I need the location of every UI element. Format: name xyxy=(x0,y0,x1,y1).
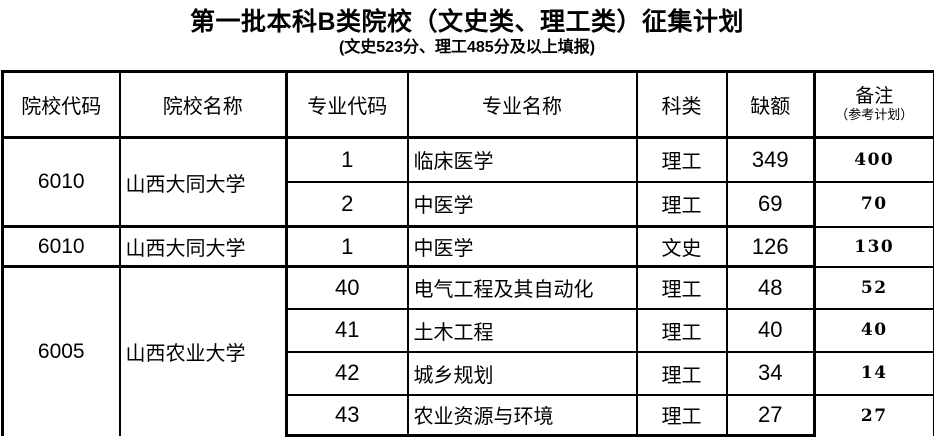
table-row: 41 土木工程 理工 40 40 xyxy=(3,307,934,353)
cell-remark: 400 xyxy=(813,137,934,183)
cell-college-code: 6010 xyxy=(1,136,121,228)
cell-subject: 文史 xyxy=(635,225,728,268)
table-header-row: 院校代码 院校名称 专业代码 专业名称 科类 缺额 备注 （参考计划） xyxy=(1,70,934,139)
cell-subject: 理工 xyxy=(635,265,728,310)
cell-major-name: 农业资源与环境 xyxy=(406,393,638,437)
cell-shortage: 40 xyxy=(725,307,816,353)
cell-shortage: 27 xyxy=(725,393,816,437)
cell-shortage: 34 xyxy=(725,350,816,396)
page-subtitle: (文史523分、理工485分及以上填报) xyxy=(338,39,596,56)
col-header-remark: 备注 （参考计划） xyxy=(813,70,934,139)
cell-major-code: 42 xyxy=(285,350,409,396)
cell-major-code: 1 xyxy=(285,225,409,268)
cell-major-name: 电气工程及其自动化 xyxy=(406,265,638,310)
cell-major-code: 1 xyxy=(285,136,409,183)
col-header-subject: 科类 xyxy=(635,70,728,139)
cell-shortage: 69 xyxy=(725,180,816,228)
cell-major-name: 城乡规划 xyxy=(406,350,638,396)
cell-subject: 理工 xyxy=(635,393,728,437)
admission-plan-table: 院校代码 院校名称 专业代码 专业名称 科类 缺额 备注 （参考计划） 6010… xyxy=(1,70,934,437)
remark-header-line2: （参考计划） xyxy=(835,106,914,122)
col-header-major-code: 专业代码 xyxy=(285,70,409,139)
cell-remark: 130 xyxy=(813,226,934,268)
table-row: 43 农业资源与环境 理工 27 27 xyxy=(3,393,934,437)
cell-subject: 理工 xyxy=(635,180,728,228)
cell-remark: 52 xyxy=(813,266,934,310)
cell-major-code: 40 xyxy=(285,265,409,310)
cell-shortage: 48 xyxy=(725,265,816,310)
cell-subject: 理工 xyxy=(635,136,728,183)
cell-remark: 27 xyxy=(813,394,934,436)
col-header-major-name: 专业名称 xyxy=(406,70,638,139)
cell-college-code: 6005 xyxy=(1,265,121,436)
table-row: 6010 山西大同大学 1 中医学 文史 126 130 xyxy=(1,225,934,268)
cell-major-code: 43 xyxy=(285,393,409,437)
cell-college-name: 山西大同大学 xyxy=(118,225,288,268)
cell-subject: 理工 xyxy=(635,307,728,353)
cell-shortage: 126 xyxy=(725,225,816,268)
cell-college-code: 6010 xyxy=(1,225,121,268)
cell-remark: 70 xyxy=(813,181,934,228)
cell-remark: 40 xyxy=(813,308,934,353)
col-header-college-code: 院校代码 xyxy=(1,70,121,139)
cell-major-code: 2 xyxy=(285,180,409,228)
cell-remark: 14 xyxy=(813,351,934,396)
cell-major-name: 土木工程 xyxy=(406,307,638,353)
remark-header-line1: 备注 xyxy=(855,86,894,108)
cell-major-code: 41 xyxy=(285,307,409,353)
page-title: 第一批本科B类院校（文史类、理工类）征集计划 xyxy=(189,8,745,36)
cell-college-name: 山西大同大学 xyxy=(118,136,288,228)
cell-major-name: 临床医学 xyxy=(406,136,638,183)
cell-subject: 理工 xyxy=(635,350,728,396)
table-row: 6010 山西大同大学 1 临床医学 理工 349 400 xyxy=(1,136,934,228)
table-row: 42 城乡规划 理工 34 14 xyxy=(3,350,934,396)
table-row: 6005 山西农业大学 40 电气工程及其自动化 理工 48 52 xyxy=(1,265,934,436)
cell-college-name: 山西农业大学 xyxy=(118,265,288,436)
col-header-shortage: 缺额 xyxy=(725,70,816,139)
col-header-college-name: 院校名称 xyxy=(118,70,288,139)
cell-major-name: 中医学 xyxy=(406,180,638,228)
table-row: 2 中医学 理工 69 70 xyxy=(3,180,934,228)
cell-major-name: 中医学 xyxy=(406,225,638,268)
cell-shortage: 349 xyxy=(725,136,816,183)
